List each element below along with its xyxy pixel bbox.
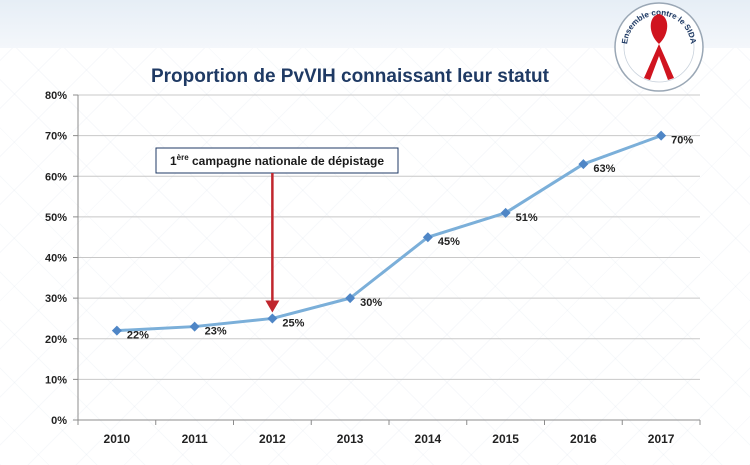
x-tick-label: 2010: [104, 432, 131, 446]
annotation-box: [155, 147, 399, 174]
y-tick-label: 30%: [45, 293, 67, 305]
organization-logo: Ensemble contre le SIDA: [614, 2, 704, 92]
data-label: 22%: [127, 330, 149, 342]
data-point-marker: [189, 321, 200, 332]
red-ribbon-icon: [644, 14, 674, 80]
data-point-marker: [345, 293, 356, 304]
data-point-marker: [578, 159, 589, 170]
y-tick-label: 20%: [45, 334, 67, 346]
x-tick-label: 2016: [570, 432, 597, 446]
background-pattern: [0, 48, 750, 465]
y-tick-label: 60%: [45, 171, 67, 183]
y-tick-label: 10%: [45, 374, 67, 386]
data-label: 63%: [593, 163, 615, 175]
y-tick-label: 80%: [45, 90, 67, 102]
data-point-marker: [656, 130, 667, 141]
data-point-marker: [267, 313, 278, 324]
data-label: 23%: [205, 326, 227, 338]
data-label: 45%: [438, 236, 460, 248]
x-tick-label: 2013: [337, 432, 364, 446]
x-tick-label: 2014: [415, 432, 442, 446]
annotation-arrow-head: [265, 300, 280, 313]
data-label: 25%: [282, 317, 304, 329]
x-tick-label: 2012: [259, 432, 286, 446]
annotation-text: 1ère campagne nationale de dépistage: [170, 153, 384, 168]
series-line: [116, 134, 662, 333]
data-point-marker: [422, 232, 433, 243]
data-point-marker: [111, 325, 122, 336]
x-tick-label: 2017: [648, 432, 675, 446]
y-tick-label: 70%: [45, 131, 67, 143]
data-point-marker: [500, 207, 511, 218]
data-label: 51%: [516, 212, 538, 224]
x-tick-label: 2015: [492, 432, 519, 446]
y-tick-label: 40%: [45, 253, 67, 265]
data-label: 30%: [360, 297, 382, 309]
data-label: 70%: [671, 135, 693, 147]
chart-title: Proportion de PvVIH connaissant leur sta…: [150, 66, 549, 87]
x-tick-label: 2011: [182, 432, 208, 446]
y-tick-label: 0%: [51, 415, 67, 427]
y-tick-label: 50%: [45, 212, 67, 224]
